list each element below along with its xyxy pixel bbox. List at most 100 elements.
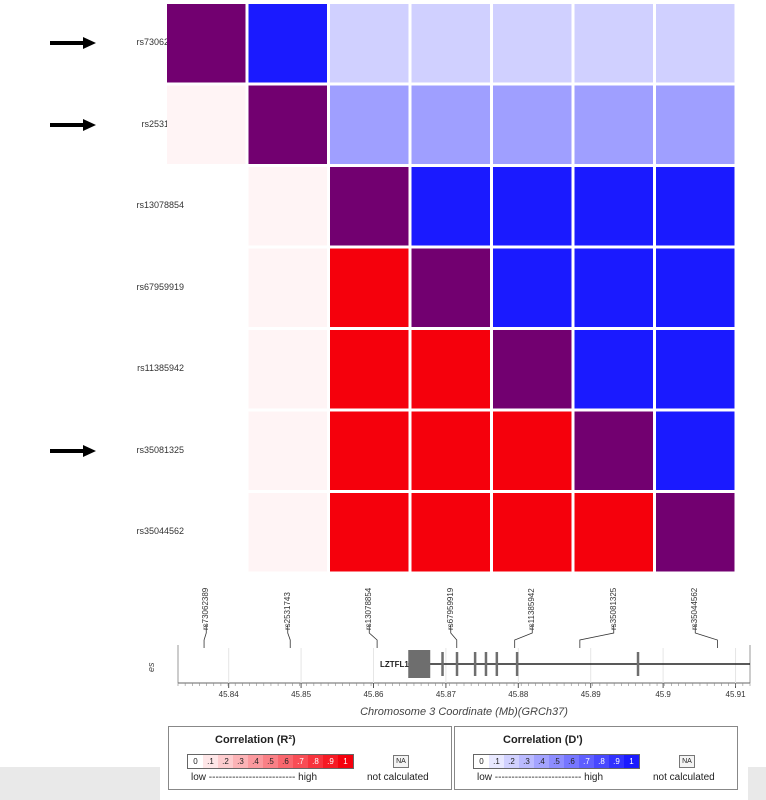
legend-dprime-na-box: NA bbox=[679, 755, 695, 768]
row-label-rs35044562: rs35044562 bbox=[136, 526, 184, 537]
x-tick-label-45.88: 45.88 bbox=[508, 690, 529, 699]
legend-r2-swatch: .1 bbox=[203, 755, 218, 768]
heatmap-cell-rs73062389-rs35044562 bbox=[656, 4, 735, 83]
heatmap-cell-rs73062389-rs67959919 bbox=[411, 4, 490, 83]
heatmap-cell-rs35081325-rs35044562 bbox=[656, 411, 735, 490]
snp-connector-rs35044562 bbox=[694, 625, 718, 648]
heatmap-cell-rs35044562-rs67959919 bbox=[411, 493, 490, 572]
heatmap-cell-rs67959919-rs11385942 bbox=[493, 248, 572, 327]
heatmap-cell-rs73062389-rs73062389 bbox=[167, 4, 246, 83]
row-label-rs13078854: rs13078854 bbox=[136, 200, 184, 211]
legend-dprime-swatch: .2 bbox=[504, 755, 519, 768]
heatmap-cell-rs2531743-rs11385942 bbox=[493, 85, 572, 164]
heatmap-cell-rs2531743-rs2531743 bbox=[248, 85, 327, 164]
heatmap-cell-rs67959919-rs67959919 bbox=[411, 248, 490, 327]
legend-dprime-swatch: .6 bbox=[564, 755, 579, 768]
legend-r2-swatch: .2 bbox=[218, 755, 233, 768]
exon bbox=[408, 650, 431, 678]
heatmap-cell-rs11385942-rs13078854 bbox=[330, 330, 409, 409]
legend-r2-swatch: 0 bbox=[188, 755, 203, 768]
legend-r2-swatch: .6 bbox=[278, 755, 293, 768]
legend-r2-na-box: NA bbox=[393, 755, 409, 768]
x-tick-label-45.85: 45.85 bbox=[291, 690, 312, 699]
legend-dprime-low-high: low -------------------------- high bbox=[477, 772, 604, 783]
snp-connector-rs13078854 bbox=[368, 625, 378, 648]
exon bbox=[484, 652, 488, 676]
heatmap-cell-rs13078854-rs2531743 bbox=[248, 167, 327, 246]
heatmap-cell-rs13078854-rs35044562 bbox=[656, 167, 735, 246]
heatmap-cell-rs11385942-rs67959919 bbox=[411, 330, 490, 409]
heatmap-cell-rs35081325-rs11385942 bbox=[493, 411, 572, 490]
legend-dprime-swatch: 0 bbox=[474, 755, 489, 768]
heatmap-cell-rs73062389-rs13078854 bbox=[330, 4, 409, 83]
snp-connector-rs35081325 bbox=[579, 625, 615, 648]
legend-dprime-swatch: .8 bbox=[594, 755, 609, 768]
snp-connector-rs73062389 bbox=[203, 625, 207, 648]
heatmap-cell-rs35081325-rs13078854 bbox=[330, 411, 409, 490]
x-tick-label-45.89: 45.89 bbox=[580, 690, 601, 699]
heatmap-cell-rs13078854-rs13078854 bbox=[330, 167, 409, 246]
heatmap-cell-rs67959919-rs13078854 bbox=[330, 248, 409, 327]
x-tick-label-45.9: 45.9 bbox=[655, 690, 671, 699]
legend-dprime-scale: 0.1.2.3.4.5.6.7.8.9 1 bbox=[473, 754, 640, 769]
heatmap-cell-rs67959919-rs2531743 bbox=[248, 248, 327, 327]
arrow-icon bbox=[50, 118, 96, 131]
heatmap-cell-rs2531743-rs35081325 bbox=[574, 85, 653, 164]
ld-heatmap bbox=[167, 4, 735, 572]
heatmap-cell-rs73062389-rs2531743 bbox=[248, 4, 327, 83]
legend-r2-title: Correlation (R²) bbox=[215, 734, 296, 746]
legend-r2-swatch: 1 bbox=[338, 755, 353, 768]
legend-dprime: Correlation (D') 0.1.2.3.4.5.6.7.8.9 1 lo… bbox=[454, 726, 738, 790]
legend-r2-swatch: .8 bbox=[308, 755, 323, 768]
heatmap-cell-rs35044562-rs11385942 bbox=[493, 493, 572, 572]
exon bbox=[455, 652, 459, 676]
heatmap-cell-rs11385942-rs2531743 bbox=[248, 330, 327, 409]
x-tick-label-45.87: 45.87 bbox=[435, 690, 456, 699]
legend-r2: Correlation (R²) 0.1.2.3.4.5.6.7.8.9 1 lo… bbox=[168, 726, 452, 790]
row-label-rs35081325: rs35081325 bbox=[136, 444, 184, 455]
row-label-rs73062389: rs73062389 bbox=[136, 37, 184, 48]
heatmap-cell-rs2531743-rs67959919 bbox=[411, 85, 490, 164]
legend-r2-swatch: .5 bbox=[263, 755, 278, 768]
gene-track bbox=[177, 625, 751, 688]
legend-r2-swatch: .7 bbox=[293, 755, 308, 768]
exon bbox=[495, 652, 499, 676]
legend-r2-low-high: low -------------------------- high bbox=[191, 772, 318, 783]
heatmap-cell-rs11385942-rs11385942 bbox=[493, 330, 572, 409]
legend-dprime-title: Correlation (D') bbox=[503, 734, 583, 746]
heatmap-cell-rs13078854-rs67959919 bbox=[411, 167, 490, 246]
heatmap-cell-rs35044562-rs2531743 bbox=[248, 493, 327, 572]
heatmap-cell-rs67959919-rs35044562 bbox=[656, 248, 735, 327]
legend-dprime-swatch: .4 bbox=[534, 755, 549, 768]
legend-dprime-swatch: .3 bbox=[519, 755, 534, 768]
heatmap-cell-rs35044562-rs35081325 bbox=[574, 493, 653, 572]
row-label-rs67959919: rs67959919 bbox=[136, 281, 184, 292]
exon bbox=[441, 652, 444, 676]
x-tick-label-45.86: 45.86 bbox=[363, 690, 384, 699]
legend-dprime-swatch: .7 bbox=[579, 755, 594, 768]
arrow-icon bbox=[50, 37, 96, 50]
heatmap-cell-rs35044562-rs13078854 bbox=[330, 493, 409, 572]
heatmap-cell-rs67959919-rs35081325 bbox=[574, 248, 653, 327]
legend-r2-swatch: .9 bbox=[323, 755, 338, 768]
row-label-rs2531743: rs2531743 bbox=[141, 118, 184, 129]
snp-connector-rs2531743 bbox=[287, 625, 291, 648]
heatmap-cell-rs35044562-rs35044562 bbox=[656, 493, 735, 572]
heatmap-cell-rs73062389-rs35081325 bbox=[574, 4, 653, 83]
snp-connector-rs67959919 bbox=[450, 625, 458, 648]
arrow-icon bbox=[50, 444, 96, 457]
track-label: es bbox=[146, 662, 156, 672]
heatmap-cell-rs35081325-rs2531743 bbox=[248, 411, 327, 490]
heatmap-cell-rs2531743-rs73062389 bbox=[167, 85, 246, 164]
heatmap-cell-rs13078854-rs11385942 bbox=[493, 167, 572, 246]
gene-label: LZTFL1 bbox=[380, 660, 409, 669]
legend-r2-scale: 0.1.2.3.4.5.6.7.8.9 1 bbox=[187, 754, 354, 769]
legend-dprime-swatch: .5 bbox=[549, 755, 564, 768]
heatmap-cell-rs35081325-rs67959919 bbox=[411, 411, 490, 490]
heatmap-cell-rs11385942-rs35044562 bbox=[656, 330, 735, 409]
legend-r2-not-calculated: not calculated bbox=[367, 772, 429, 783]
exon bbox=[473, 652, 477, 676]
heatmap-cell-rs2531743-rs13078854 bbox=[330, 85, 409, 164]
x-tick-label-45.84: 45.84 bbox=[218, 690, 239, 699]
heatmap-cell-rs2531743-rs35044562 bbox=[656, 85, 735, 164]
